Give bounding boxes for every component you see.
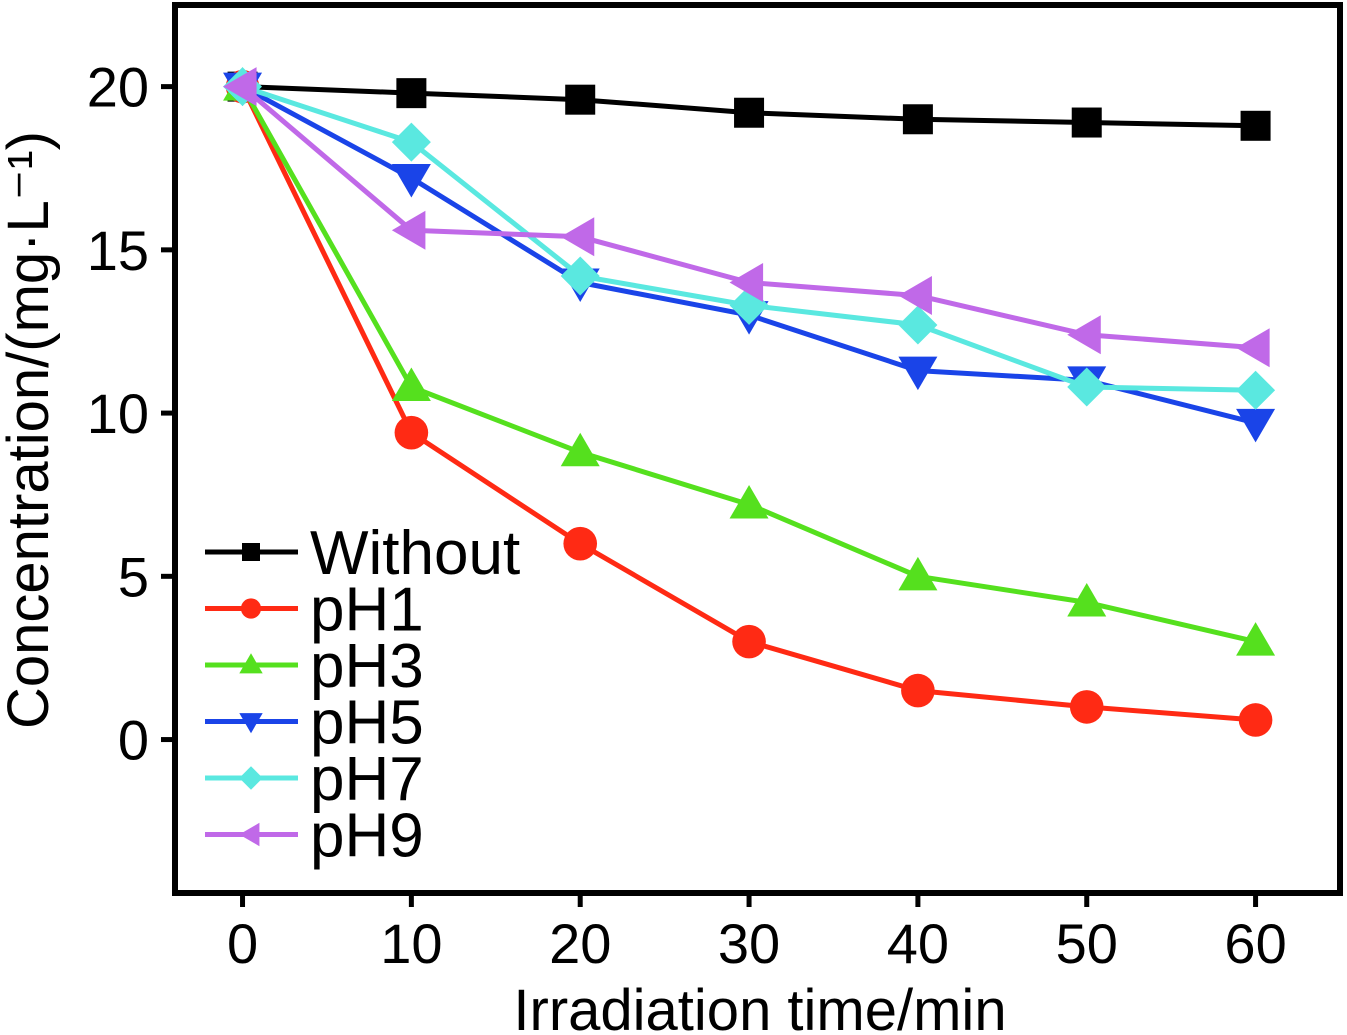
legend-marker-ph3 <box>239 653 263 674</box>
plot-frame <box>172 2 1343 896</box>
data-point-ph5-40 <box>898 356 938 391</box>
legend-item-ph9: pH9 <box>205 802 424 871</box>
data-point-ph7-60 <box>1236 370 1276 410</box>
x-tick-label-40: 40 <box>887 912 949 975</box>
plot-area <box>223 67 1276 737</box>
data-point-ph3-20 <box>560 432 600 467</box>
axes: 0 10 20 30 40 50 60 0 5 10 15 20 <box>87 2 1343 975</box>
data-point-without-10 <box>396 78 427 109</box>
data-point-ph1-50 <box>1069 690 1104 724</box>
legend-label-ph9: pH9 <box>310 802 424 871</box>
y-tick-label-20: 20 <box>87 56 149 119</box>
x-tick-label-50: 50 <box>1056 912 1118 975</box>
data-point-ph1-40 <box>901 673 935 708</box>
data-point-ph9-50 <box>1067 315 1101 355</box>
data-point-ph3-40 <box>898 556 938 591</box>
legend-marker-ph5 <box>239 713 263 734</box>
legend-item-ph3: pH3 <box>205 632 424 701</box>
data-point-without-30 <box>734 97 765 128</box>
data-point-ph9-30 <box>729 263 764 302</box>
data-point-ph3-30 <box>729 485 769 519</box>
data-point-ph5-60 <box>1236 408 1276 443</box>
y-axis-label: Concentration/(mg·L⁻¹) <box>0 131 61 729</box>
data-point-ph7-50 <box>1067 367 1107 407</box>
legend-item-ph1: pH1 <box>205 576 424 645</box>
data-point-ph1-60 <box>1238 703 1273 737</box>
legend-label-ph1: pH1 <box>310 576 424 645</box>
x-tick-label-0: 0 <box>227 912 258 975</box>
x-tick-label-60: 60 <box>1224 912 1286 975</box>
legend-label-ph5: pH5 <box>310 689 424 758</box>
series-ph7 <box>223 67 1276 410</box>
legend-marker-ph1 <box>240 598 262 619</box>
data-point-ph3-50 <box>1067 582 1107 617</box>
legend-label-ph3: pH3 <box>310 632 424 701</box>
legend-item-ph7: pH7 <box>205 745 424 814</box>
data-point-ph1-10 <box>394 415 429 450</box>
data-point-ph1-30 <box>732 624 766 659</box>
x-axis-label: Irradiation time/min <box>513 978 1006 1035</box>
data-point-without-20 <box>565 84 596 115</box>
y-tick-label-10: 10 <box>87 382 149 445</box>
legend-marker-ph7 <box>239 766 263 790</box>
data-point-ph9-60 <box>1236 328 1270 368</box>
series-without <box>227 71 1271 141</box>
data-point-ph3-60 <box>1236 622 1276 656</box>
x-tick-label-20: 20 <box>549 912 611 975</box>
data-point-ph9-40 <box>898 276 932 316</box>
data-point-ph9-10 <box>391 210 426 250</box>
series-line-ph7 <box>241 84 1256 393</box>
data-point-ph1-20 <box>563 526 598 561</box>
legend-item-ph5: pH5 <box>205 689 424 758</box>
data-point-ph9-0 <box>223 67 257 107</box>
data-point-ph9-20 <box>560 217 595 257</box>
data-point-without-60 <box>1240 110 1271 141</box>
legend-item-without: Without <box>205 519 520 588</box>
legend-label-without: Without <box>310 519 520 588</box>
data-point-ph7-10 <box>391 122 431 162</box>
data-point-ph7-40 <box>898 305 938 345</box>
data-point-without-40 <box>902 104 933 135</box>
x-tick-label-30: 30 <box>718 912 780 975</box>
legend-label-ph7: pH7 <box>310 745 424 814</box>
y-tick-label-0: 0 <box>118 709 149 772</box>
y-tick-label-5: 5 <box>118 545 149 608</box>
data-point-ph3-10 <box>391 367 431 402</box>
legend-marker-without <box>242 543 260 561</box>
data-point-ph7-20 <box>560 256 600 296</box>
y-tick-label-15: 15 <box>87 219 149 282</box>
data-point-without-50 <box>1071 107 1102 138</box>
x-tick-label-10: 10 <box>380 912 442 975</box>
series-ph9 <box>223 67 1270 368</box>
data-point-ph5-10 <box>391 163 431 198</box>
legend-marker-ph9 <box>239 822 260 847</box>
